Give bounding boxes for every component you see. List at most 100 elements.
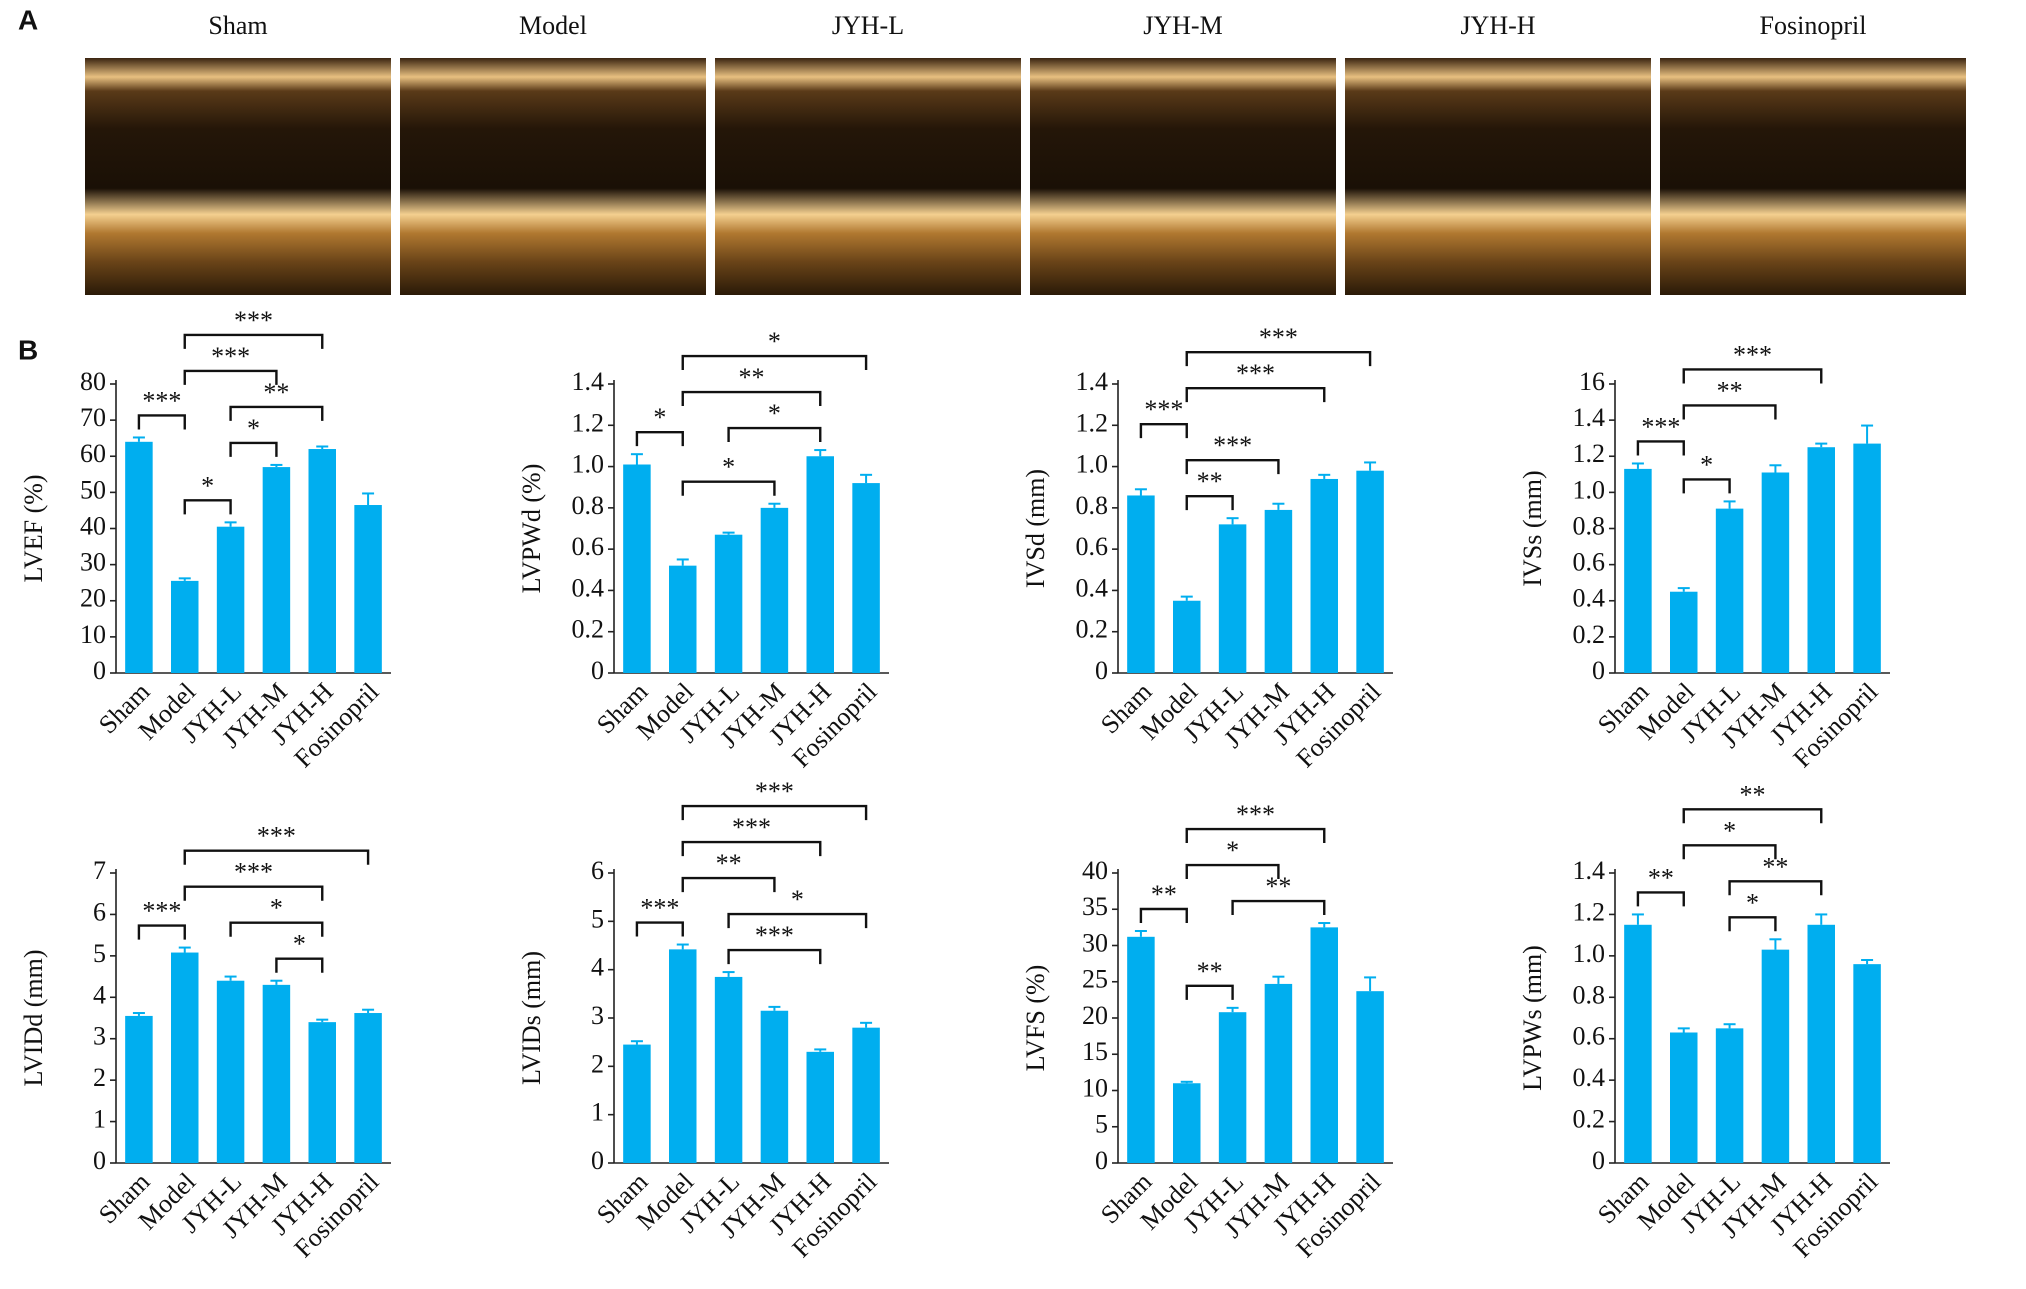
- y-tick-label: 5: [1095, 1110, 1108, 1139]
- y-tick-label: 20: [1082, 1001, 1108, 1030]
- y-tick-label: 0: [1095, 656, 1108, 685]
- y-axis-label: LVPWs (mm): [1518, 945, 1547, 1091]
- image-label: JYH-H: [1460, 11, 1535, 40]
- significance-bracket: [1185, 984, 1234, 1000]
- y-tick-label: 0.8: [1573, 980, 1606, 1009]
- bar: [1218, 524, 1247, 673]
- echo-image: [715, 58, 1021, 295]
- bar: [354, 1013, 382, 1163]
- y-tick-label: 80: [80, 367, 106, 396]
- y-tick-label: 40: [1082, 856, 1108, 885]
- image-label: Model: [519, 11, 587, 40]
- y-tick-label: 0.4: [572, 573, 605, 602]
- bar: [1173, 1083, 1201, 1163]
- bar: [171, 580, 199, 673]
- bar: [1807, 447, 1835, 673]
- bar: [1127, 936, 1155, 1163]
- significance-label: ***: [1236, 800, 1275, 829]
- significance-label: ***: [1236, 359, 1275, 388]
- y-tick-label: 1.2: [1573, 897, 1606, 926]
- y-tick-label: 6: [93, 897, 106, 926]
- y-tick-label: 16: [1579, 367, 1605, 396]
- bar: [714, 534, 743, 673]
- significance-label: *: [1723, 816, 1736, 845]
- y-tick-label: 7: [93, 856, 106, 885]
- panel-label: A: [18, 4, 38, 35]
- bar: [760, 507, 789, 673]
- significance-bracket: [1682, 404, 1777, 420]
- significance-label: **: [1151, 880, 1177, 909]
- y-tick-label: 0.4: [1076, 573, 1109, 602]
- bar: [125, 1015, 153, 1163]
- bar: [1173, 600, 1201, 673]
- y-tick-label: 0: [1592, 656, 1605, 685]
- y-tick-label: 6: [591, 856, 604, 885]
- echo-image: [1345, 58, 1651, 295]
- y-tick-label: 0.6: [1573, 1022, 1606, 1051]
- significance-label: **: [1648, 863, 1674, 892]
- y-tick-label: 0.8: [1076, 491, 1109, 520]
- y-tick-label: 0: [1095, 1146, 1108, 1175]
- y-tick-label: 1.4: [1573, 856, 1606, 885]
- y-tick-label: 0.8: [572, 491, 605, 520]
- y-tick-label: 1.4: [572, 367, 605, 396]
- bar: [354, 505, 382, 673]
- significance-label: **: [1717, 376, 1743, 405]
- echo-image: [85, 58, 391, 295]
- bar: [806, 456, 834, 673]
- significance-bracket: [1185, 458, 1280, 475]
- significance-bracket: [137, 924, 186, 940]
- significance-label: ***: [142, 897, 181, 926]
- significance-label: *: [293, 930, 306, 959]
- y-tick-label: 30: [80, 548, 106, 577]
- bar: [262, 467, 291, 673]
- significance-label: **: [1740, 780, 1766, 809]
- y-tick-label: 0.2: [1573, 1105, 1606, 1134]
- significance-bracket: [681, 480, 776, 496]
- significance-bracket: [275, 957, 324, 973]
- y-tick-label: 0: [93, 1146, 106, 1175]
- bar: [308, 1022, 336, 1163]
- bar: [216, 980, 245, 1163]
- bar: [125, 441, 153, 673]
- significance-bracket: [1185, 827, 1326, 844]
- y-tick-label: 10: [1082, 1073, 1108, 1102]
- significance-bracket: [681, 840, 822, 857]
- y-tick-label: 15: [1082, 1037, 1108, 1066]
- image-label: JYH-L: [832, 11, 904, 40]
- y-tick-label: 5: [93, 939, 106, 968]
- bar: [669, 949, 697, 1163]
- y-axis-label: LVIDs (mm): [517, 951, 546, 1085]
- y-tick-label: 1.2: [572, 408, 605, 437]
- bar: [1127, 495, 1155, 673]
- significance-label: *: [722, 453, 735, 482]
- significance-bracket: [727, 426, 822, 443]
- bar: [852, 483, 880, 673]
- image-label: JYH-M: [1143, 11, 1222, 40]
- significance-bracket: [229, 405, 324, 421]
- significance-label: *: [247, 414, 260, 443]
- significance-label: ***: [732, 813, 771, 842]
- y-tick-label: 10: [80, 620, 106, 649]
- y-tick-label: 70: [80, 403, 106, 432]
- panel-label: B: [18, 334, 38, 365]
- bar: [1761, 472, 1790, 673]
- y-tick-label: 5: [591, 904, 604, 933]
- significance-bracket: [1185, 386, 1326, 403]
- echo-image: [400, 58, 706, 295]
- y-tick-label: 30: [1082, 928, 1108, 957]
- y-tick-label: 1.0: [572, 450, 605, 479]
- y-axis-label: IVSs (mm): [1518, 470, 1547, 586]
- bar: [1356, 470, 1384, 673]
- significance-label: ***: [234, 306, 273, 335]
- significance-label: *: [1746, 888, 1759, 917]
- significance-label: *: [653, 403, 666, 432]
- y-tick-label: 3: [93, 1022, 106, 1051]
- bar: [1715, 508, 1744, 673]
- bar: [1310, 478, 1338, 673]
